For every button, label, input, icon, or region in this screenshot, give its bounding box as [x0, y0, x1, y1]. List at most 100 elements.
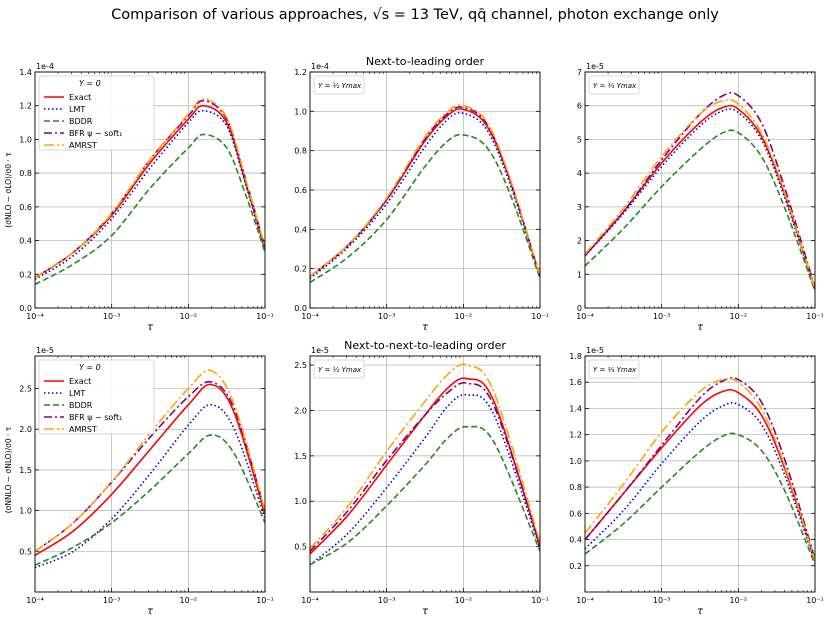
y-tick-label: 0.4 — [294, 225, 307, 234]
series-line-lmt — [310, 393, 540, 566]
y-tick-label: 0.4 — [569, 536, 582, 545]
y-tick-label: 2.5 — [294, 361, 307, 370]
y-tick-label: 1.2 — [19, 102, 32, 111]
series-line-bddr — [35, 434, 265, 566]
series-line-amrst — [310, 363, 540, 549]
panel-label-box — [588, 75, 640, 95]
panel-label: Y = ⅔ Ymax — [593, 366, 637, 374]
y-tick-label: 1.0 — [19, 507, 32, 516]
series-line-exact — [310, 108, 540, 278]
x-tick-label: 10⁻² — [730, 596, 748, 605]
series-line-bddr — [35, 133, 265, 286]
series-line-exact — [310, 377, 540, 555]
x-tick-label: 10⁻¹ — [531, 312, 549, 321]
series-line-bfr — [310, 106, 540, 278]
row-title-nlo: Next-to-leading order — [366, 55, 485, 68]
y-tick-label: 0.8 — [19, 169, 32, 178]
panel-label-box — [313, 75, 365, 95]
figure-suptitle: Comparison of various approaches, √s = 1… — [111, 7, 719, 23]
y-exponent-label: 1e-4 — [311, 62, 329, 71]
series-line-bddr — [310, 425, 540, 566]
series-line-amrst — [35, 98, 265, 279]
x-axis-label: τ — [697, 606, 704, 617]
y-tick-label: 1.2 — [294, 68, 307, 77]
y-tick-label: 0.5 — [19, 547, 32, 556]
y-tick-label: 0.0 — [294, 304, 307, 313]
y-tick-label: 1.8 — [569, 352, 582, 361]
y-tick-label: 2 — [577, 237, 582, 246]
y-tick-label: 2.0 — [294, 406, 307, 415]
axes-frame — [309, 355, 541, 593]
axes-frame — [584, 355, 816, 593]
series-line-amrst — [310, 104, 540, 278]
y-tick-label: 0 — [577, 304, 582, 313]
y-tick-label: 1.6 — [569, 378, 582, 387]
series-line-amrst — [35, 369, 265, 552]
x-tick-label: 10⁻¹ — [256, 596, 274, 605]
y-tick-label: 1.0 — [19, 135, 32, 144]
y-tick-label: 5 — [577, 135, 582, 144]
series-line-exact — [585, 104, 815, 290]
series-line-bddr — [310, 133, 540, 284]
series-line-bddr — [585, 432, 815, 565]
x-tick-label: 10⁻¹ — [806, 596, 824, 605]
x-tick-label: 10⁻³ — [378, 596, 396, 605]
y-exponent-label: 1e-5 — [586, 346, 604, 355]
x-tick-label: 10⁻² — [455, 596, 473, 605]
x-tick-label: 10⁻³ — [653, 596, 671, 605]
y-exponent-label: 1e-5 — [311, 346, 329, 355]
y-tick-label: 1.0 — [294, 497, 307, 506]
y-tick-label: 1.0 — [569, 457, 582, 466]
y-tick-label: 0.2 — [569, 562, 582, 571]
x-tick-label: 10⁻⁴ — [576, 312, 594, 321]
panel-label: Y = ½ Ymax — [318, 366, 362, 374]
x-tick-label: 10⁻⁴ — [26, 596, 44, 605]
y-tick-label: 1.4 — [569, 404, 582, 413]
panel-1: 10⁻⁴ 10⁻³ 10⁻² 10⁻¹ 0.0 0.2 0.4 0.6 0.8 1.0 1.2 1e-… — [294, 62, 549, 333]
y-tick-label: 0.0 — [19, 304, 32, 313]
y-tick-label: 1.4 — [19, 68, 32, 77]
y-tick-label: 7 — [577, 68, 582, 77]
series-line-amrst — [585, 98, 815, 290]
panel-label: Y = ⅔ Ymax — [593, 82, 637, 90]
panel-2: 10⁻⁴ 10⁻³ 10⁻² 10⁻¹ 0 1 2 3 4 5 6 7 1e-5 τ Y = ⅔ Ymax — [576, 62, 824, 333]
x-tick-label: 10⁻⁴ — [576, 596, 594, 605]
series-line-bfr — [585, 376, 815, 560]
y-tick-label: 0.5 — [294, 543, 307, 552]
x-tick-label: 10⁻¹ — [531, 596, 549, 605]
axes-frame — [34, 71, 266, 309]
x-axis-label: τ — [422, 322, 429, 333]
x-tick-label: 10⁻⁴ — [26, 312, 44, 321]
x-axis-label: τ — [422, 606, 429, 617]
y-tick-label: 0.4 — [19, 237, 32, 246]
series-line-bfr — [585, 91, 815, 289]
y-tick-label: 0.8 — [294, 147, 307, 156]
y-tick-label: 0.6 — [19, 203, 32, 212]
x-tick-label: 10⁻² — [730, 312, 748, 321]
y-tick-label: 2.0 — [19, 425, 32, 434]
y-tick-label: 1.5 — [294, 452, 307, 461]
x-tick-label: 10⁻² — [180, 312, 198, 321]
x-tick-label: 10⁻³ — [103, 596, 121, 605]
series-line-lmt — [310, 111, 540, 280]
panel-5: 10⁻⁴ 10⁻³ 10⁻² 10⁻¹ 0.2 0.4 0.6 0.8 1.0 1.2 1.4 1.6… — [569, 346, 824, 617]
ylabel-top-row: (σNLO − σLO)/σ0 · τ — [4, 152, 13, 228]
y-tick-label: 0.2 — [19, 270, 32, 279]
y-tick-label: 1.2 — [569, 431, 582, 440]
legend-title: Y = 0 — [79, 363, 101, 372]
x-axis-label: τ — [147, 606, 154, 617]
x-axis-label: τ — [697, 322, 704, 333]
legend-label: AMRST — [69, 141, 97, 150]
x-axis-label: τ — [147, 322, 154, 333]
row-title-nnlo: Next-to-next-to-leading order — [344, 339, 506, 352]
x-tick-label: 10⁻³ — [103, 312, 121, 321]
x-tick-label: 10⁻³ — [653, 312, 671, 321]
legend-label: Exact — [69, 93, 91, 102]
y-tick-label: 3 — [577, 203, 582, 212]
x-tick-label: 10⁻¹ — [806, 312, 824, 321]
series-line-lmt — [585, 108, 815, 290]
legend-title: Y = 0 — [79, 79, 101, 88]
legend-label: BDDR — [69, 401, 93, 410]
x-tick-label: 10⁻⁴ — [301, 312, 319, 321]
